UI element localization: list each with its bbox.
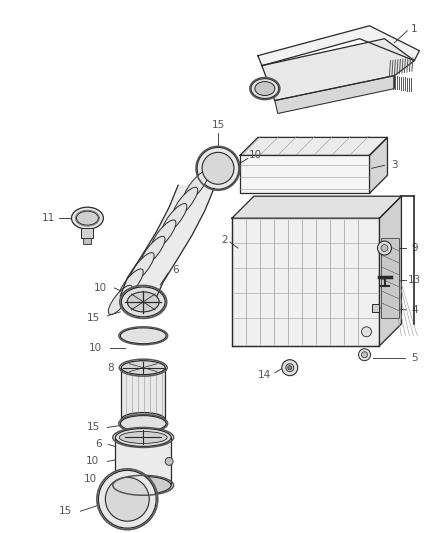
- Text: 13: 13: [408, 275, 421, 285]
- Text: 2: 2: [222, 235, 228, 245]
- Polygon shape: [258, 26, 419, 66]
- Ellipse shape: [202, 152, 234, 184]
- Bar: [381, 238, 399, 318]
- Text: 10: 10: [89, 343, 102, 353]
- Text: 8: 8: [107, 362, 113, 373]
- Text: 1: 1: [411, 24, 418, 34]
- Bar: [121, 368, 165, 419]
- Text: 15: 15: [212, 120, 225, 131]
- Text: 5: 5: [411, 353, 418, 363]
- Ellipse shape: [106, 478, 149, 521]
- Text: 11: 11: [42, 213, 55, 223]
- Polygon shape: [262, 39, 414, 101]
- Ellipse shape: [99, 470, 156, 528]
- Ellipse shape: [120, 416, 166, 432]
- Bar: [232, 218, 379, 346]
- Ellipse shape: [119, 432, 167, 443]
- Ellipse shape: [251, 78, 279, 99]
- Bar: [83, 238, 92, 244]
- Polygon shape: [379, 196, 401, 346]
- Polygon shape: [240, 138, 388, 155]
- Ellipse shape: [121, 413, 165, 426]
- Circle shape: [286, 364, 294, 372]
- Polygon shape: [370, 138, 388, 193]
- Ellipse shape: [121, 361, 165, 375]
- Text: 10: 10: [84, 474, 97, 484]
- Text: 3: 3: [391, 160, 398, 171]
- Ellipse shape: [255, 82, 275, 95]
- Text: 15: 15: [87, 423, 100, 432]
- Bar: [371, 304, 379, 312]
- Ellipse shape: [173, 187, 198, 218]
- Ellipse shape: [127, 292, 159, 312]
- Text: 9: 9: [411, 243, 418, 253]
- Ellipse shape: [115, 477, 171, 494]
- Text: 10: 10: [94, 283, 107, 293]
- Ellipse shape: [108, 285, 132, 314]
- Text: 10: 10: [86, 456, 99, 466]
- Circle shape: [361, 327, 371, 337]
- Circle shape: [282, 360, 298, 376]
- Text: 10: 10: [248, 150, 261, 160]
- Circle shape: [378, 241, 392, 255]
- Ellipse shape: [119, 269, 143, 298]
- Ellipse shape: [121, 287, 165, 317]
- Text: 15: 15: [87, 313, 100, 323]
- Text: 6: 6: [172, 265, 178, 275]
- Ellipse shape: [71, 207, 103, 229]
- Ellipse shape: [120, 328, 166, 344]
- Ellipse shape: [162, 204, 187, 234]
- Text: 15: 15: [59, 506, 72, 516]
- Ellipse shape: [184, 171, 208, 201]
- Ellipse shape: [77, 211, 99, 225]
- Text: 4: 4: [411, 305, 418, 315]
- Bar: [115, 438, 171, 486]
- Ellipse shape: [115, 429, 171, 447]
- Polygon shape: [232, 196, 401, 218]
- Ellipse shape: [197, 148, 239, 189]
- Polygon shape: [120, 185, 214, 300]
- Ellipse shape: [130, 253, 154, 282]
- Circle shape: [288, 366, 292, 370]
- Bar: [81, 228, 93, 238]
- Polygon shape: [275, 76, 395, 114]
- Circle shape: [381, 245, 388, 252]
- Text: 14: 14: [258, 370, 272, 379]
- Bar: [240, 155, 370, 193]
- Circle shape: [359, 349, 371, 361]
- Circle shape: [165, 457, 173, 465]
- Ellipse shape: [151, 220, 176, 250]
- Ellipse shape: [141, 236, 165, 266]
- Text: 6: 6: [95, 439, 102, 449]
- Circle shape: [361, 352, 367, 358]
